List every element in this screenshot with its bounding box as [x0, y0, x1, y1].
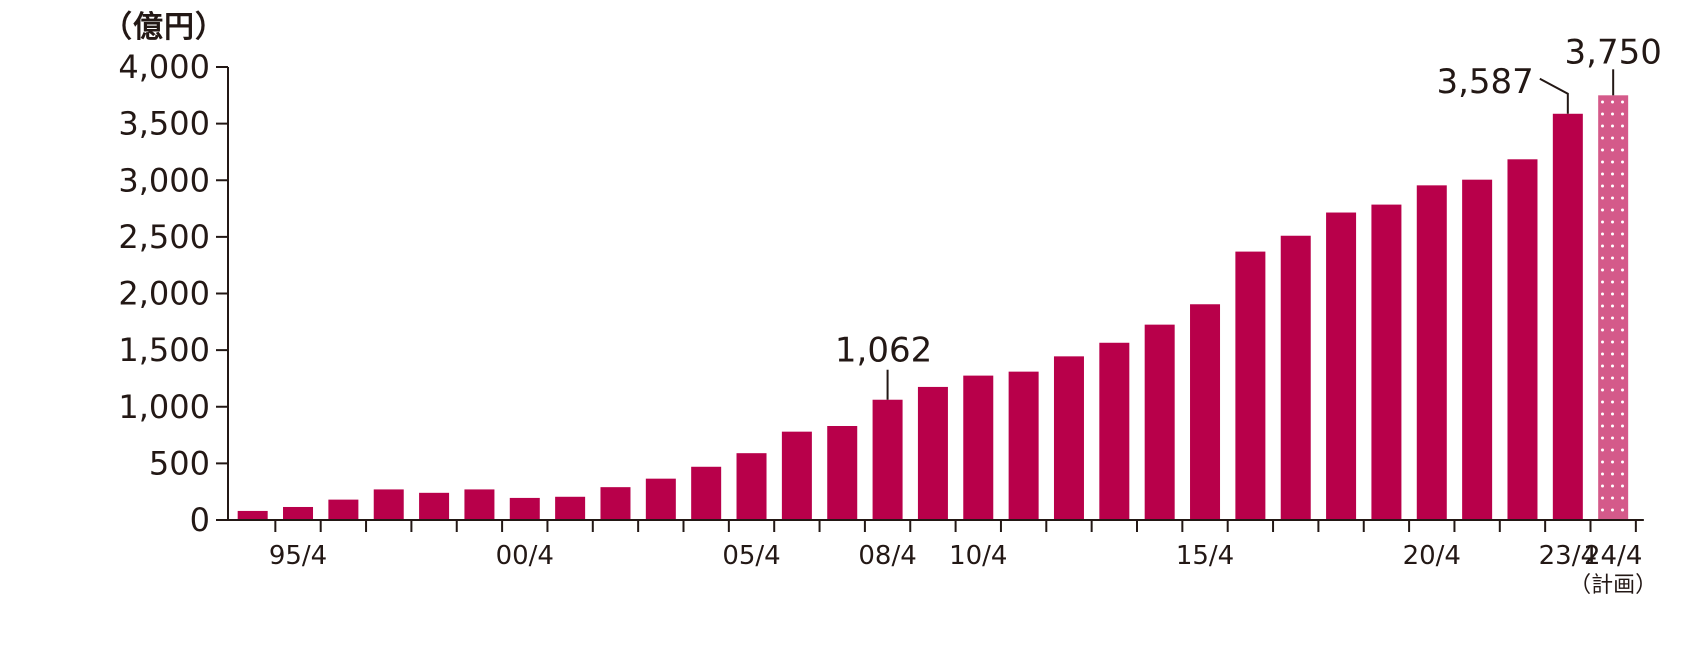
x-tick-label: 10/4: [949, 541, 1007, 571]
data-label: 1,062: [835, 331, 932, 371]
bars-group: [237, 95, 1629, 521]
bar: [963, 375, 994, 520]
bar: [1462, 179, 1493, 520]
bar: [827, 426, 858, 520]
y-tick-label: 500: [149, 444, 210, 482]
bar: [1190, 304, 1221, 520]
x-tick-label: 23/4: [1539, 541, 1597, 571]
bar: [328, 499, 359, 520]
bar: [736, 453, 767, 520]
bar: [1008, 371, 1039, 520]
bar: [555, 496, 586, 520]
x-tick-label: 95/4: [269, 541, 327, 571]
bar: [1099, 342, 1130, 520]
bar: [1416, 185, 1447, 520]
bar: [373, 489, 404, 520]
y-tick-label: 0: [190, 501, 210, 539]
x-axis: 95/4 00/4 05/4 08/4 10/4 15/4 20/4 23/424/4（計画）: [216, 519, 1657, 598]
bar: [872, 399, 903, 520]
y-tick-label: 2,000: [118, 275, 210, 313]
y-tick-label: 3,000: [118, 161, 210, 199]
bar: [1280, 235, 1311, 521]
bar: [464, 489, 495, 520]
bar: [781, 431, 812, 520]
data-labels: 1,062 3,587 3,750: [835, 32, 1662, 400]
data-label: 3,587: [1436, 62, 1533, 102]
y-axis: 0 500 1,000 1,500 2,000 2,500 3,000 3,500 4,000: [118, 48, 229, 539]
bar: [419, 492, 450, 520]
bar: [691, 466, 722, 520]
bar: [1235, 251, 1266, 520]
bar: [1507, 159, 1538, 521]
bar: [1053, 356, 1084, 520]
bar: [283, 506, 314, 520]
x-tick-label: 15/4: [1176, 541, 1234, 571]
y-tick-label: 2,500: [118, 218, 210, 256]
bar-plan: [1598, 95, 1629, 520]
bar: [1144, 324, 1175, 520]
x-tick-label: 00/4: [496, 541, 554, 571]
bar: [600, 487, 631, 520]
x-tick-label: 20/4: [1403, 541, 1461, 571]
y-tick-label: 1,500: [118, 331, 210, 369]
y-tick-label: 4,000: [118, 48, 210, 86]
bar: [1371, 204, 1402, 520]
x-tick-sublabel: （計画）: [1569, 573, 1657, 598]
y-tick-label: 1,000: [118, 388, 210, 426]
bar: [917, 386, 948, 520]
leader-line: [1539, 77, 1569, 114]
data-label: 3,750: [1565, 32, 1662, 72]
x-tick-label: 05/4: [722, 541, 780, 571]
bar: [1326, 212, 1357, 520]
bar: [1552, 113, 1583, 521]
bar: [645, 478, 676, 520]
y-axis-unit-label: （億円）: [102, 10, 226, 45]
bar: [509, 497, 540, 520]
x-tick-label: 24/4: [1584, 541, 1642, 571]
bar: [237, 510, 268, 520]
x-tick-label: 08/4: [858, 541, 916, 571]
y-tick-label: 3,500: [118, 105, 210, 143]
